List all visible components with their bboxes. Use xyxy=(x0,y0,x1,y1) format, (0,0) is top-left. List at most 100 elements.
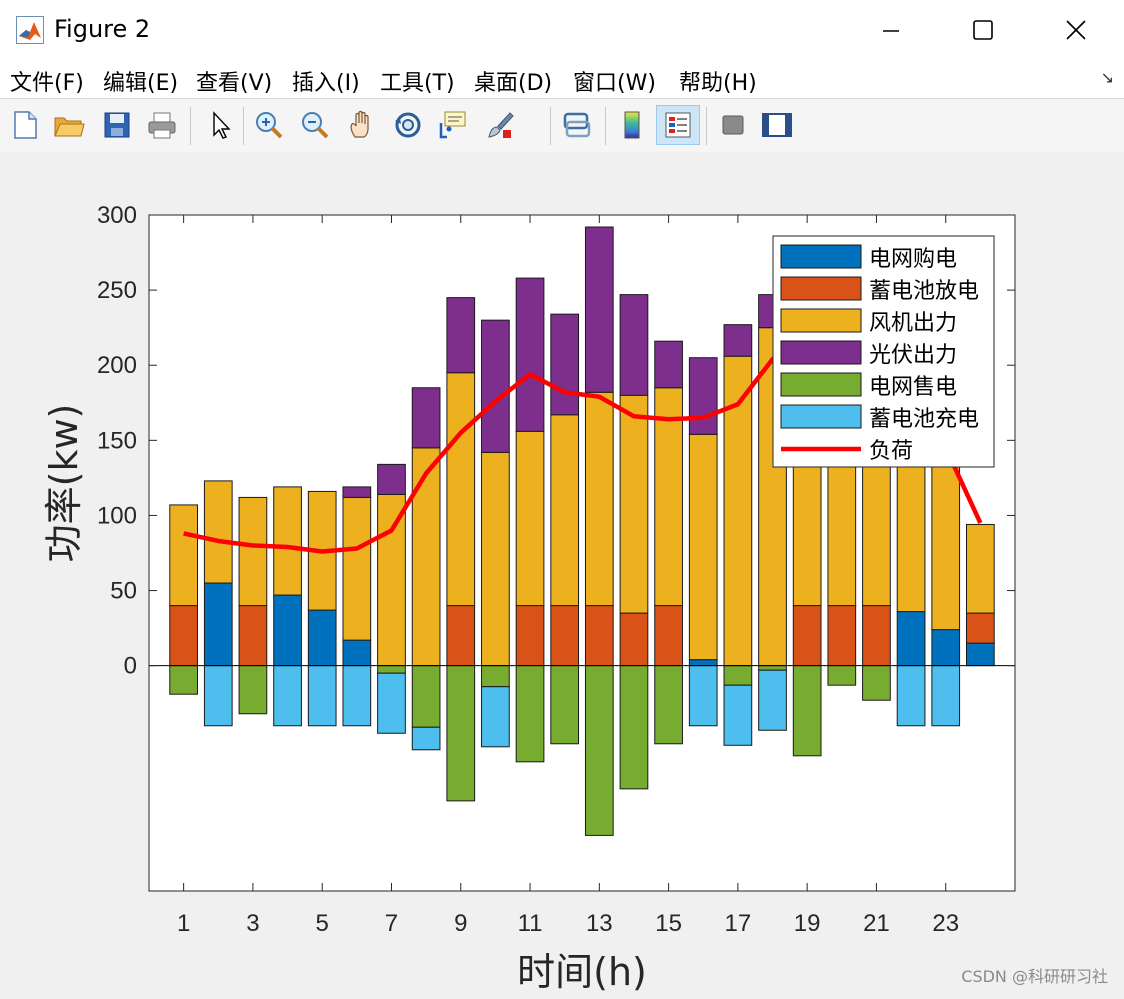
bar xyxy=(896,611,926,667)
y-tick-label: 250 xyxy=(97,277,137,304)
window-title: Figure 2 xyxy=(54,15,151,43)
legend-label: 蓄电池放电 xyxy=(869,279,979,304)
x-tick-label: 17 xyxy=(725,910,752,937)
bar xyxy=(688,659,718,667)
show-plot-tools-icon xyxy=(762,113,792,137)
bar xyxy=(584,226,614,393)
dock-arrow-icon[interactable]: ↘ xyxy=(1100,68,1114,87)
zoom-in-icon xyxy=(256,112,283,139)
legend-swatch xyxy=(780,340,862,365)
bar xyxy=(446,665,476,802)
bar xyxy=(238,496,268,607)
x-tick-label: 3 xyxy=(246,910,259,937)
bar xyxy=(481,451,510,667)
x-tick-label: 7 xyxy=(385,910,398,937)
open-file-button[interactable] xyxy=(52,107,86,143)
bar xyxy=(169,665,198,695)
figure-toolbar xyxy=(0,98,1124,228)
data-cursor-button[interactable] xyxy=(436,107,470,143)
link-plot-button[interactable] xyxy=(560,107,594,143)
new-figure-button[interactable] xyxy=(8,107,42,143)
menu-insert[interactable]: 插入(I) xyxy=(292,71,360,96)
close-button[interactable] xyxy=(1030,0,1122,60)
bar xyxy=(203,665,233,727)
bar xyxy=(723,684,753,746)
print-icon xyxy=(148,112,176,139)
brush-icon xyxy=(488,112,514,138)
hide-plot-tools-button[interactable] xyxy=(716,107,750,143)
legend-icon xyxy=(665,112,691,138)
bar xyxy=(342,486,372,498)
bar xyxy=(411,447,441,667)
y-tick-label: 300 xyxy=(97,202,137,229)
x-tick-label: 9 xyxy=(454,910,467,937)
colorbar-icon xyxy=(624,111,640,139)
menu-tools[interactable]: 工具(T) xyxy=(380,71,455,96)
y-axis-label: 功率(kw) xyxy=(42,404,86,563)
bar xyxy=(515,605,545,667)
maximize-icon xyxy=(973,20,993,40)
menu-edit[interactable]: 编辑(E) xyxy=(103,71,179,96)
toolbar-separator xyxy=(243,107,244,145)
open-folder-icon xyxy=(54,117,85,137)
brush-button[interactable] xyxy=(483,107,517,143)
menu-view[interactable]: 查看(V) xyxy=(196,71,273,96)
pan-button[interactable] xyxy=(345,107,379,143)
insert-colorbar-button[interactable] xyxy=(615,107,649,143)
menu-window[interactable]: 窗口(W) xyxy=(573,71,656,96)
legend-swatch xyxy=(780,404,862,429)
legend-swatch xyxy=(780,244,862,269)
bar xyxy=(307,665,337,727)
bar xyxy=(481,319,510,453)
minimize-button[interactable] xyxy=(845,0,937,60)
zoom-out-button[interactable] xyxy=(298,107,332,143)
bar xyxy=(619,294,649,396)
x-tick-label: 19 xyxy=(794,910,821,937)
legend-label: 负荷 xyxy=(869,439,913,464)
bar xyxy=(931,665,961,727)
bar xyxy=(377,665,406,674)
toolbar-separator xyxy=(550,107,551,145)
edit-plot-button[interactable] xyxy=(203,107,237,143)
insert-legend-button[interactable] xyxy=(656,105,700,145)
rotate-3d-button[interactable] xyxy=(391,107,425,143)
bar xyxy=(342,496,372,641)
x-tick-label: 23 xyxy=(932,910,959,937)
bar xyxy=(758,665,787,671)
bar xyxy=(862,605,891,667)
bar xyxy=(966,612,995,644)
save-button[interactable] xyxy=(100,107,134,143)
zoom-in-button[interactable] xyxy=(252,107,286,143)
bar xyxy=(342,665,372,727)
maximize-button[interactable] xyxy=(937,0,1029,60)
bar xyxy=(515,277,545,432)
bar xyxy=(203,582,233,667)
legend-label: 风机出力 xyxy=(869,311,957,336)
print-button[interactable] xyxy=(145,107,179,143)
bar xyxy=(411,387,441,449)
bar xyxy=(411,726,441,751)
bar xyxy=(550,665,580,745)
x-tick-label: 5 xyxy=(316,910,329,937)
menu-bar: 文件(F) 编辑(E) 查看(V) 插入(I) 工具(T) 桌面(D) 窗口(W… xyxy=(0,60,1124,98)
legend-label: 光伏出力 xyxy=(869,343,957,368)
bar xyxy=(619,665,649,790)
bar xyxy=(238,605,268,667)
data-cursor-icon xyxy=(439,111,466,139)
menu-file[interactable]: 文件(F) xyxy=(10,71,84,96)
y-tick-label: 100 xyxy=(97,502,137,529)
bar xyxy=(169,605,198,667)
bar xyxy=(792,605,822,667)
bar xyxy=(688,665,718,727)
menu-help[interactable]: 帮助(H) xyxy=(679,71,757,96)
hide-plot-tools-icon xyxy=(722,115,744,135)
bar xyxy=(203,480,233,584)
y-tick-label: 200 xyxy=(97,352,137,379)
show-plot-tools-button[interactable] xyxy=(760,107,794,143)
bar xyxy=(446,605,476,667)
axes-box xyxy=(148,214,1016,892)
menu-desktop[interactable]: 桌面(D) xyxy=(474,71,553,96)
bar xyxy=(481,665,510,688)
x-tick-label: 11 xyxy=(518,910,543,937)
